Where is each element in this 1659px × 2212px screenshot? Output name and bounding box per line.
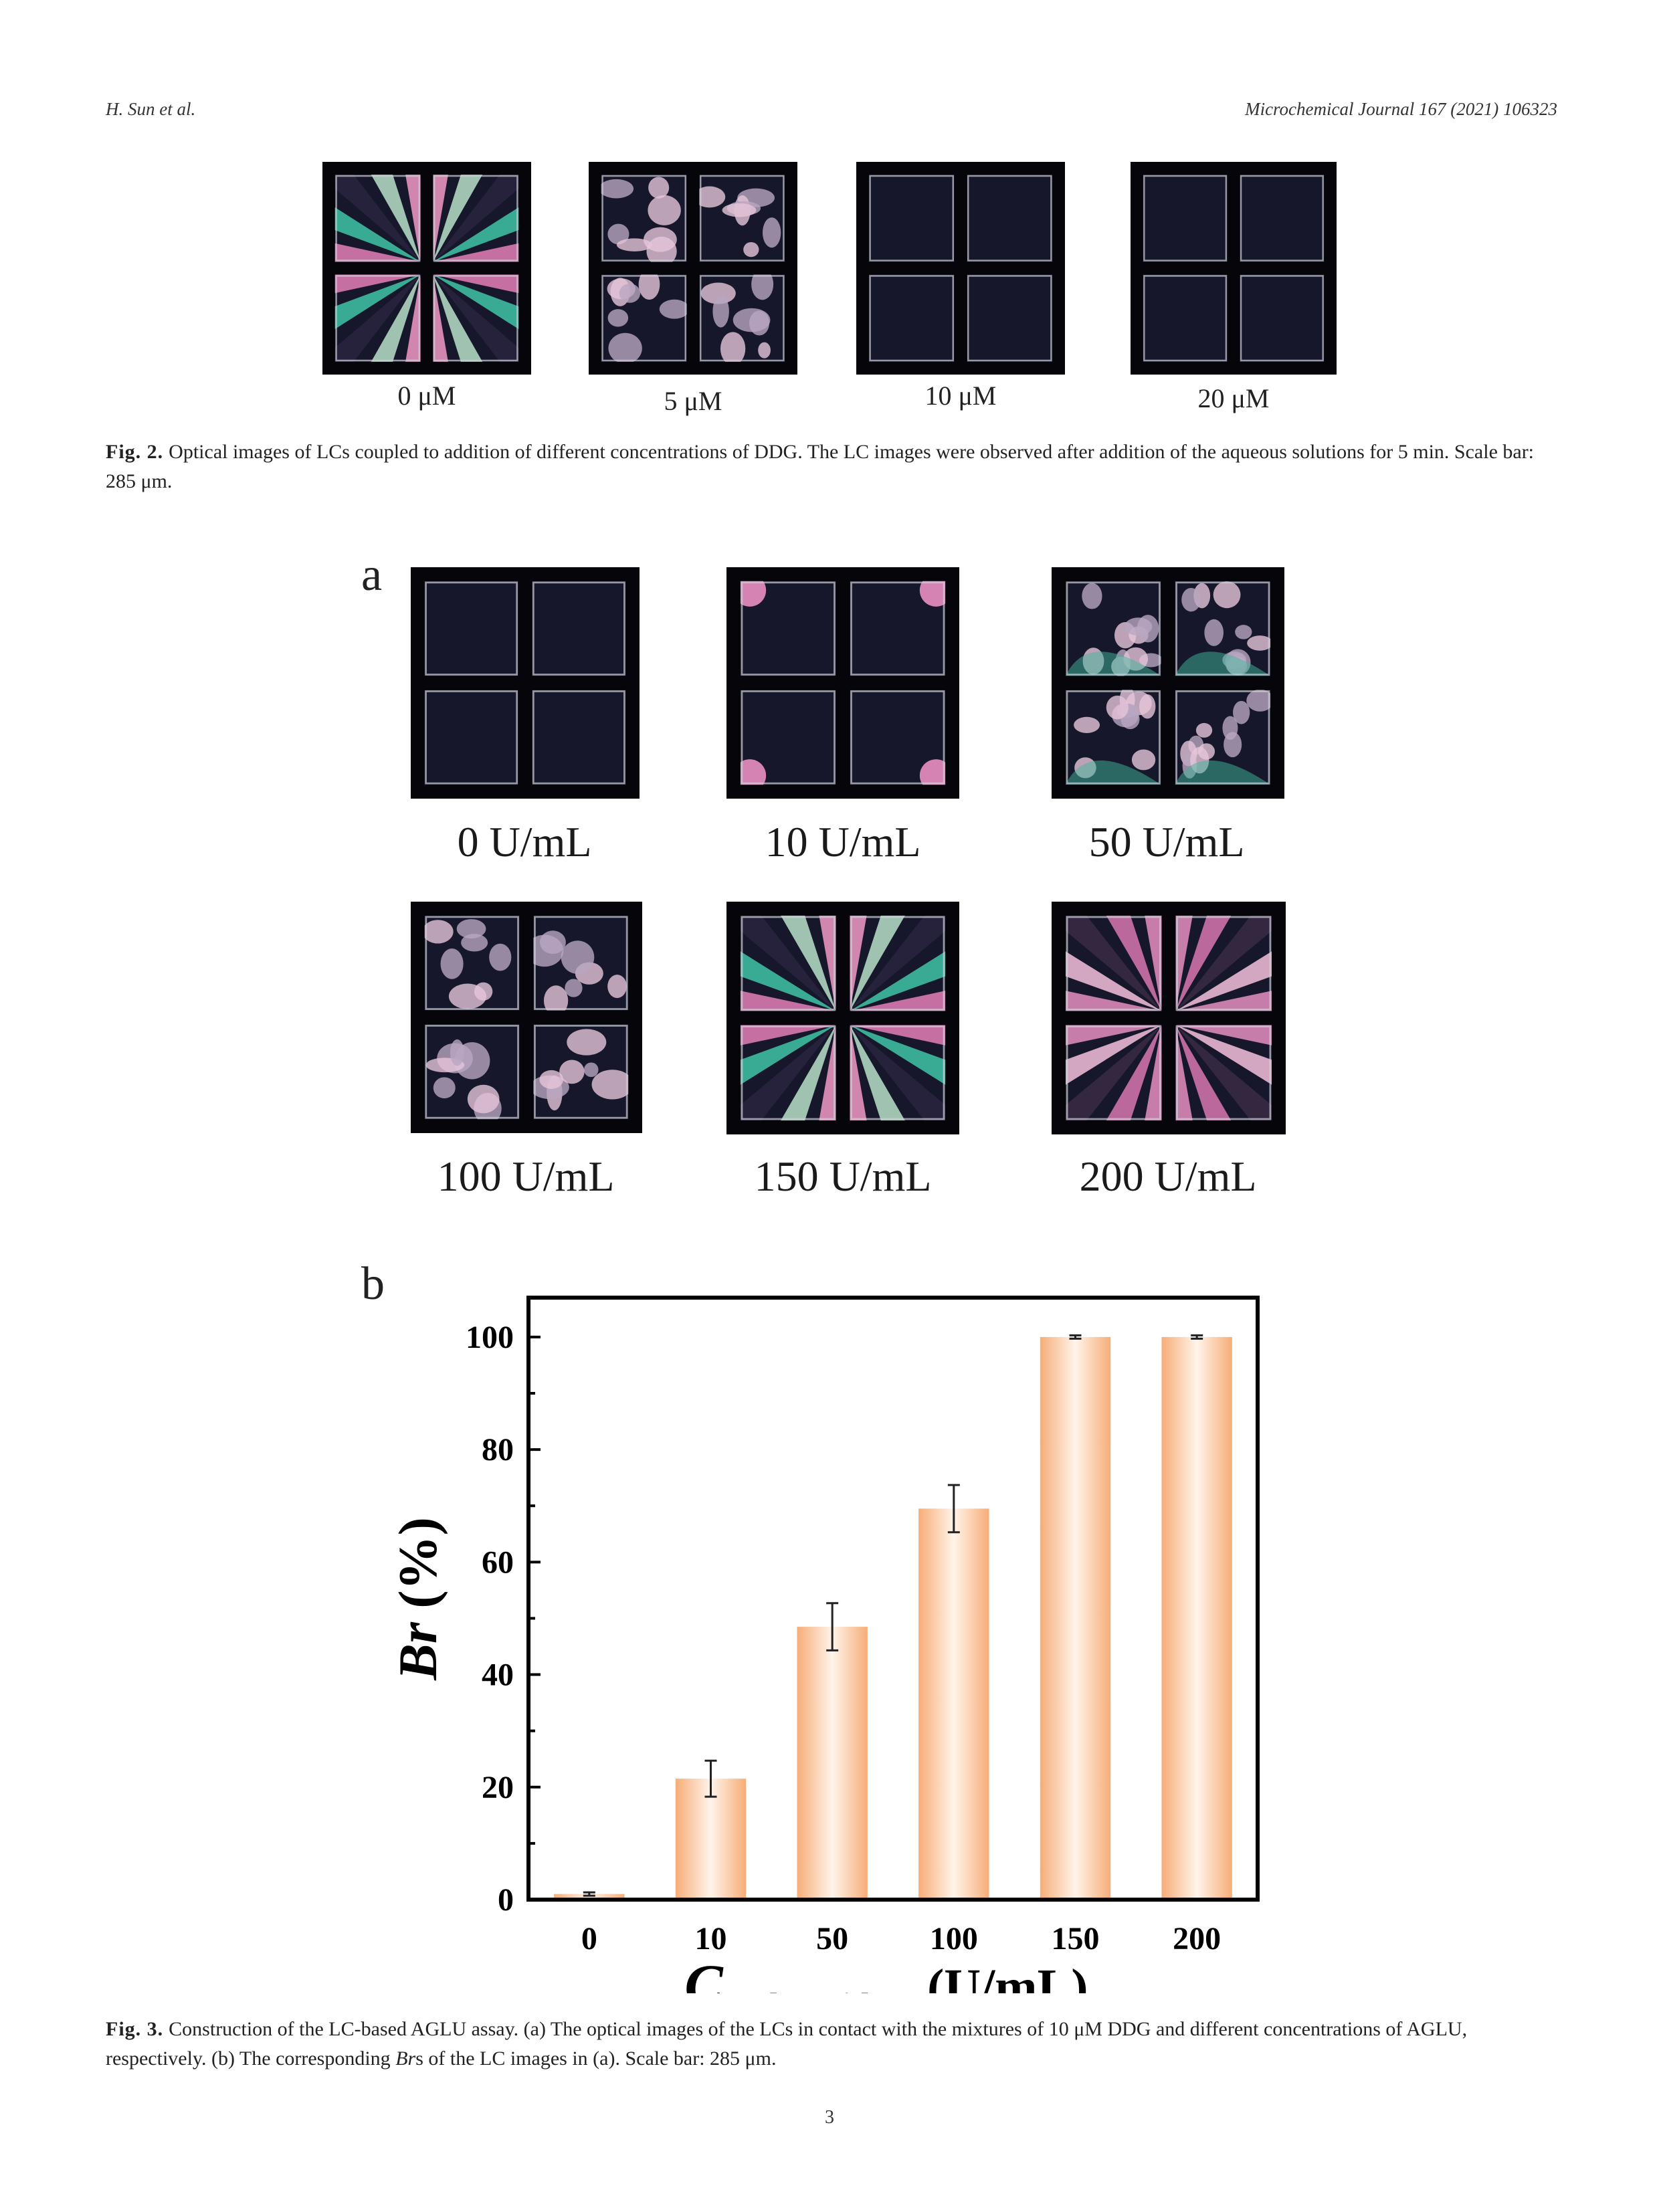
bar-50 [797,1627,868,1898]
y-axis-label: Br (%) [388,1517,448,1681]
x-tick-label-100: 100 [930,1921,978,1956]
x-axis-label: Cα-glucosidase (U/mL) [684,1952,1088,1993]
fig2-label-0um: 0 μM [397,381,456,411]
fig3-label-150: 150 U/mL [754,1152,932,1200]
x-tick-label-200: 200 [1173,1921,1221,1956]
bar-100 [918,1508,989,1898]
fig2-label-5um: 5 μM [664,386,722,416]
fig3-caption-italic: Br [395,2047,416,2070]
x-axis-label-main: C [684,1952,724,1993]
x-tick-label-150: 150 [1052,1921,1100,1956]
fig2-lc-image-0um [322,162,531,375]
fig3-lc-image-0 [411,567,640,799]
fig2-lc-image-5um [589,162,797,375]
running-header-journal: Microchemical Journal 167 (2021) 106323 [1245,99,1557,119]
fig3-caption-text-1: Construction of the LC-based AGLU assay.… [106,2018,1468,2070]
x-axis-label-subscript: α-glucosidase [723,1986,914,1993]
fig3-lc-image-150 [726,902,959,1134]
fig3-lc-image-100 [411,902,642,1133]
bar-150 [1040,1336,1111,1898]
fig3-lc-image-200 [1052,902,1286,1134]
fig3-lc-image-10 [726,567,959,799]
x-tick-label-10: 10 [695,1921,727,1956]
y-axis-label-unit: (%) [388,1517,448,1622]
fig3-caption: Fig. 3. Construction of the LC-based AGLU… [106,2015,1553,2074]
x-axis-label-unit: (U/mL) [914,1959,1088,1993]
x-tick-label-0: 0 [581,1921,597,1956]
bar-200 [1161,1336,1232,1898]
y-tick-label-0: 0 [498,1882,514,1918]
y-tick-label-20: 20 [482,1770,514,1805]
fig3-label-0: 0 U/mL [457,818,592,866]
fig3-panel-b-letter: b [361,1258,385,1310]
error-bar-0 [583,1891,595,1897]
page-number: 3 [825,2107,834,2128]
fig3-label-10: 10 U/mL [765,818,921,866]
fig3-label-50: 50 U/mL [1088,818,1245,866]
fig3-panel-a-letter: a [361,549,383,601]
error-bar-50 [826,1602,839,1651]
error-bar-10 [704,1759,717,1798]
x-tick-label-50: 50 [816,1921,848,1956]
error-bar-100 [947,1484,960,1534]
fig2-label-10um: 10 μM [924,381,997,411]
fig2-lc-image-20um [1131,162,1337,375]
fig3-label-200: 200 U/mL [1079,1152,1257,1200]
y-tick-label-60: 60 [482,1544,514,1580]
y-tick-label-100: 100 [466,1320,514,1355]
y-tick-label-40: 40 [482,1657,514,1693]
error-bar-150 [1069,1334,1082,1340]
fig3-label-100: 100 U/mL [437,1152,615,1200]
fig3b-bar-chart: 0 20 40 60 80 100 0 10 50 100 150 200 Br (%) Cα-gluco… [388,1296,1260,1993]
fig2-lc-image-10um [856,162,1065,375]
fig2-label-20um: 20 μM [1197,383,1270,413]
fig3-caption-text-2: s of the LC images in (a). Scale bar: 28… [415,2047,777,2070]
fig2-caption-label: Fig. 2. [106,441,164,463]
y-axis-label-main: Br [388,1621,448,1681]
fig2-caption: Fig. 2. Optical images of LCs coupled to … [106,437,1553,496]
error-bar-200 [1191,1334,1203,1340]
fig2-caption-text: Optical images of LCs coupled to additio… [106,441,1535,492]
fig3-lc-image-50 [1052,567,1284,799]
bar-10 [675,1779,747,1898]
y-tick-label-80: 80 [482,1432,514,1468]
running-header-authors: H. Sun et al. [106,99,196,119]
fig3-caption-label: Fig. 3. [106,2018,164,2040]
